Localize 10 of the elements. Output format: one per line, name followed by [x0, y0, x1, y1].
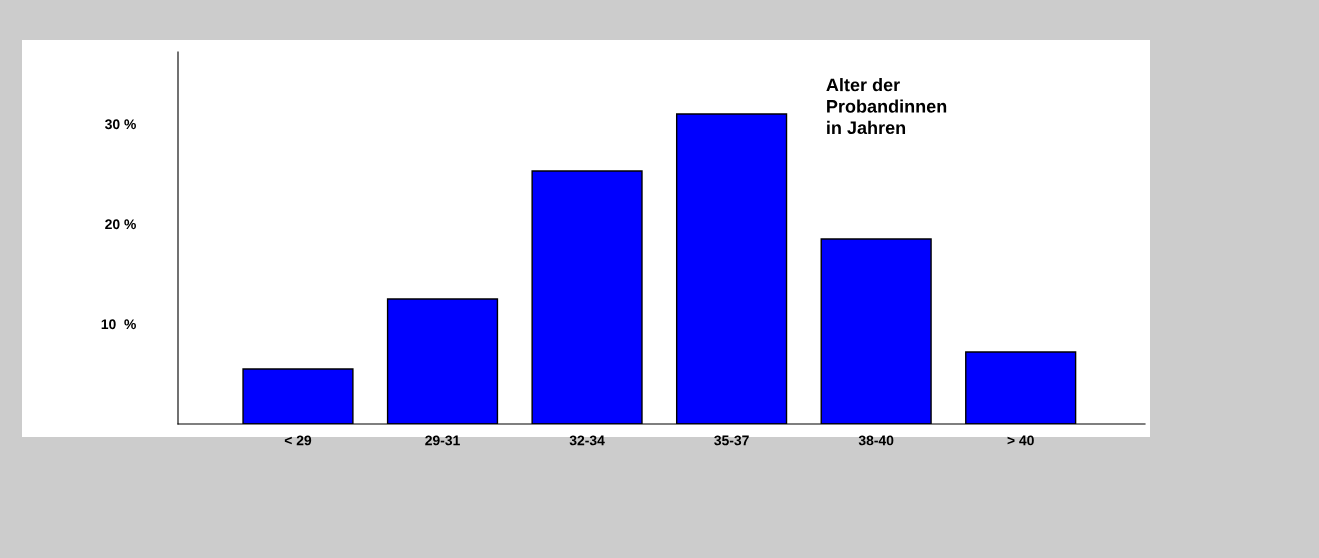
x-tick-label: 32-34: [569, 435, 605, 446]
x-tick-label: < 29: [284, 435, 312, 446]
text: Alter der Probandinnen in Jahren: [826, 78, 947, 135]
y-tick-label: 10 %: [101, 319, 136, 330]
x-tick-label: 29-31: [425, 435, 460, 446]
x-tick-label: > 40: [1007, 435, 1034, 446]
y-tick-label: 30 %: [105, 119, 136, 130]
x-tick-label: 35-37: [714, 435, 749, 446]
y-tick-label: 20 %: [105, 219, 136, 230]
x-tick-label: 38-40: [858, 435, 894, 446]
